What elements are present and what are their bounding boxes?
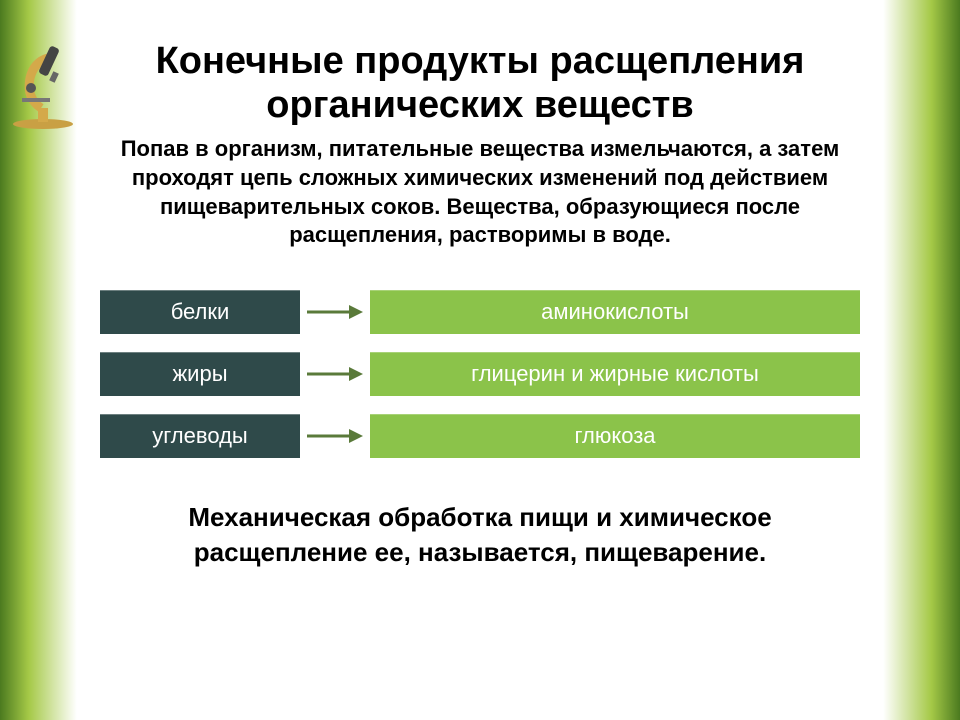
title-line-2: органических веществ	[266, 84, 693, 126]
source-box-fats: жиры	[100, 352, 300, 396]
product-box-aminoacids: аминокислоты	[370, 290, 860, 334]
arrow-icon	[300, 426, 370, 446]
diagram-row: углеводы глюкоза	[100, 414, 860, 458]
title-line-1: Конечные продукты расщепления	[156, 40, 805, 82]
slide-frame: Конечные продукты расщепления органическ…	[0, 0, 960, 720]
product-box-glucose: глюкоза	[370, 414, 860, 458]
microscope-icon	[8, 40, 78, 130]
source-box-carbs: углеводы	[100, 414, 300, 458]
product-box-glycerin: глицерин и жирные кислоты	[370, 352, 860, 396]
breakdown-diagram: белки аминокислоты жиры глице	[80, 290, 880, 458]
diagram-row: белки аминокислоты	[100, 290, 860, 334]
source-box-proteins: белки	[100, 290, 300, 334]
arrow-icon	[300, 302, 370, 322]
content-area: Конечные продукты расщепления органическ…	[80, 40, 880, 690]
diagram-row: жиры глицерин и жирные кислоты	[100, 352, 860, 396]
page-title: Конечные продукты расщепления органическ…	[80, 40, 880, 127]
arrow-icon	[300, 364, 370, 384]
intro-text: Попав в организм, питательные вещества и…	[80, 135, 880, 249]
footer-text: Механическая обработка пищи и химическое…	[80, 500, 880, 570]
